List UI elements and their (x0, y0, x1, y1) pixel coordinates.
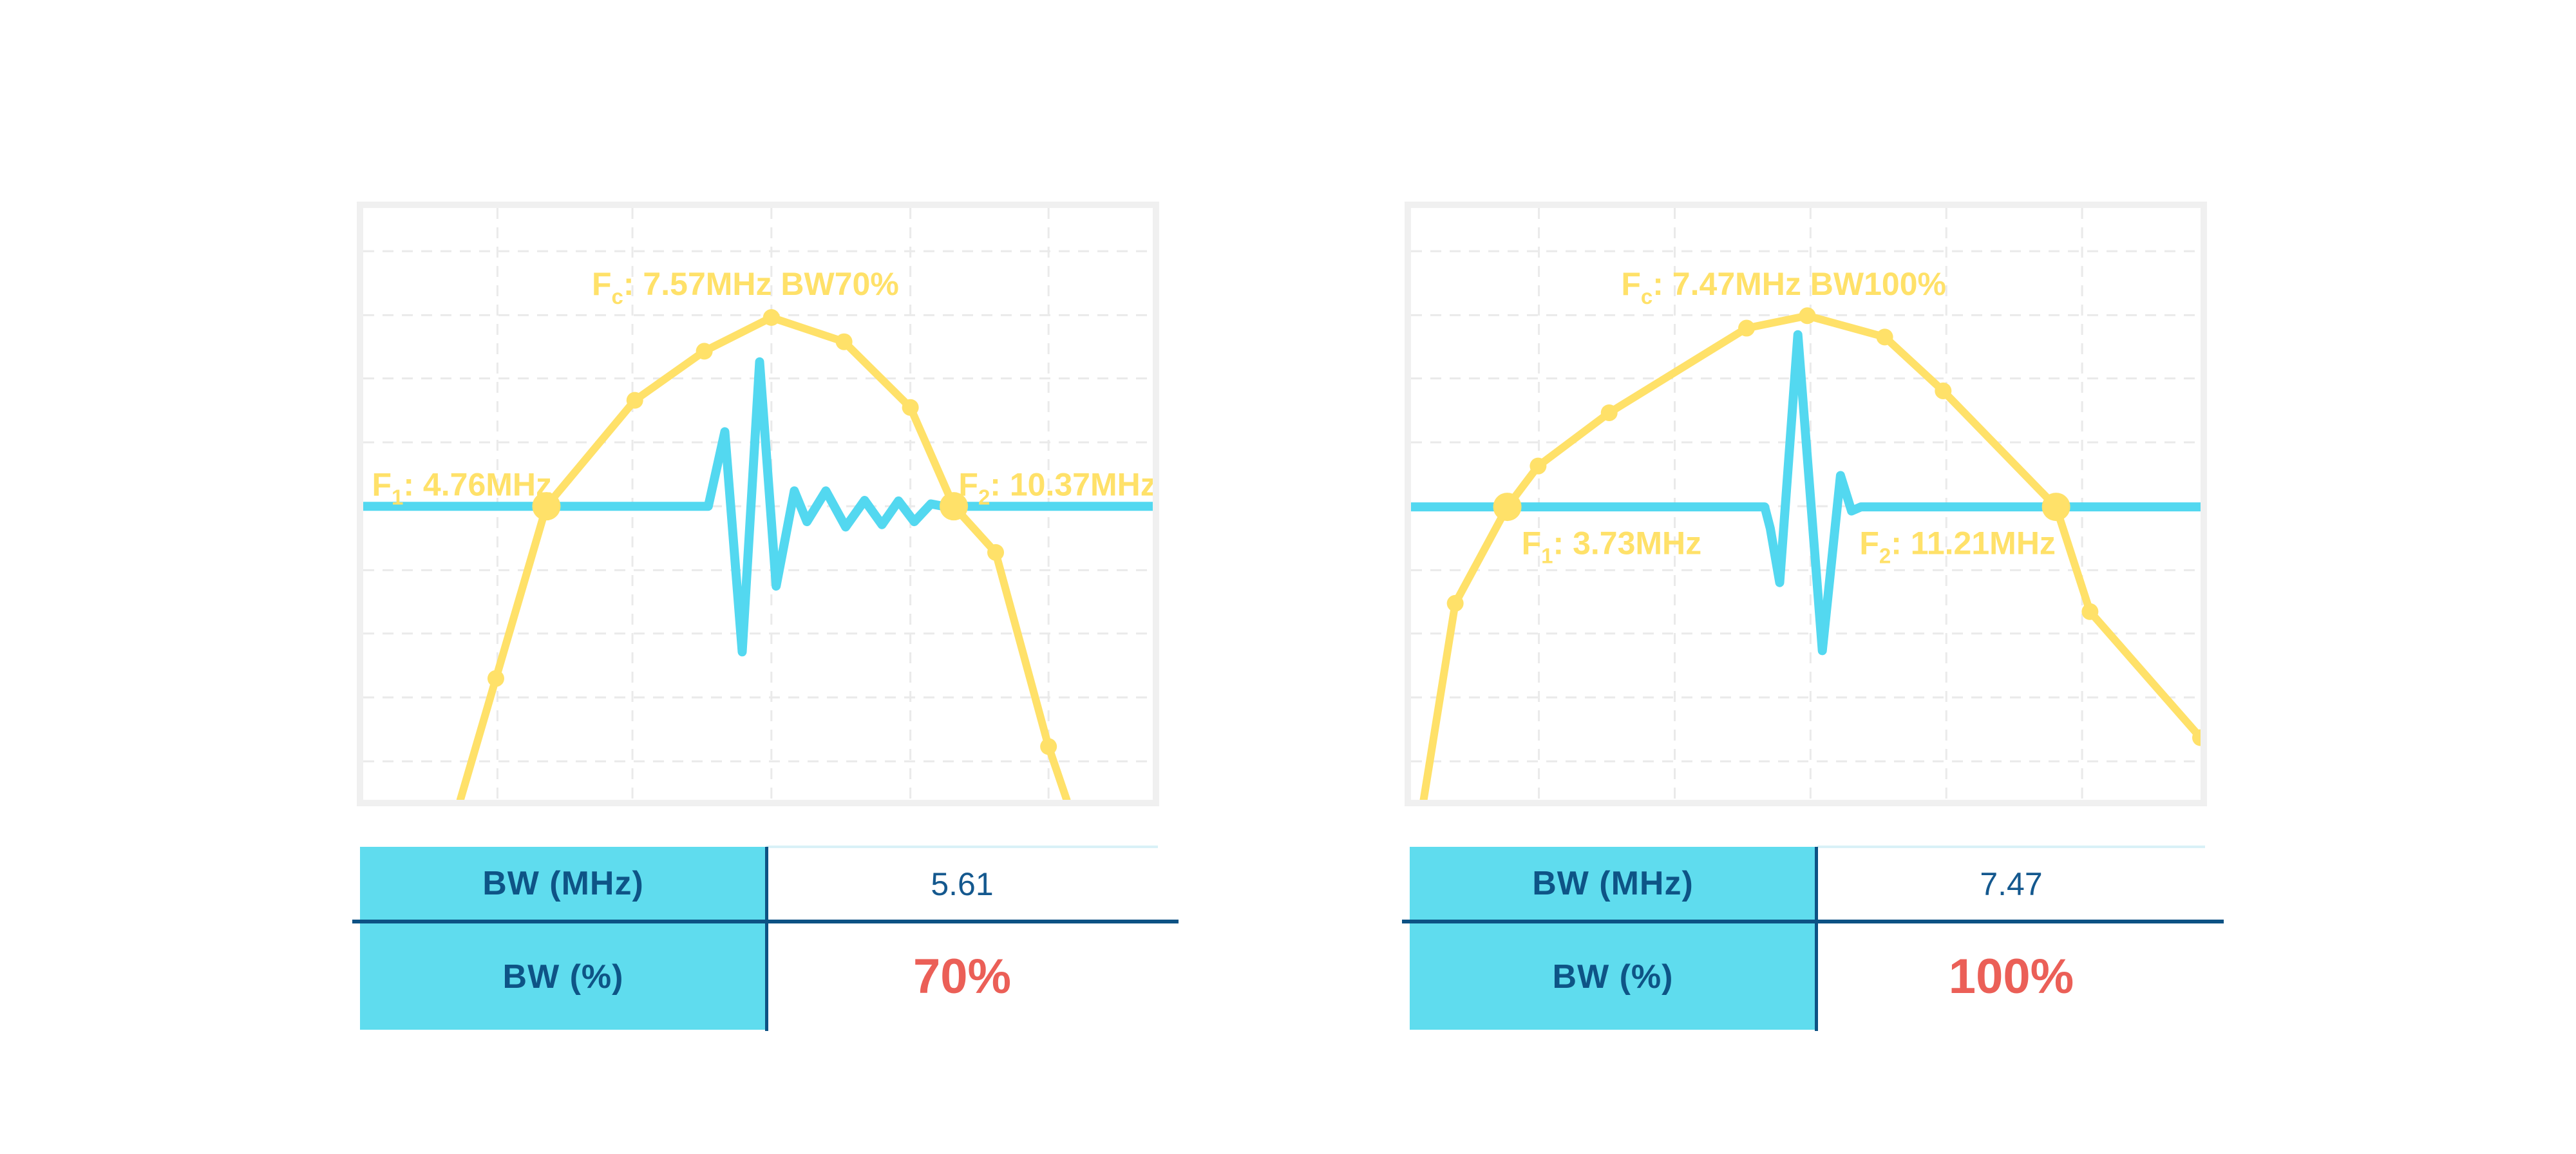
crossing-point-marker (2041, 493, 2070, 522)
table-column-divider (765, 847, 768, 1031)
bw-mhz-value: 7.47 (1817, 848, 2205, 920)
crossing-point-marker (1493, 493, 1522, 522)
pulse-spectrum-plot-bw70: Fc: 7.57MHz BW70% F1: 4.76MHz F2: 10.37MHz (363, 208, 1153, 800)
crossing-point-marker (940, 492, 969, 521)
data-point-marker (2081, 603, 2099, 620)
data-point-marker (762, 309, 780, 326)
pulse-spectrum-plot-bw100: Fc: 7.47MHz BW100% F1: 3.73MHz F2: 11.21MH… (1411, 208, 2201, 800)
data-point-marker (1600, 404, 1618, 421)
bw-percent-label: BW (%) (1410, 923, 1816, 1030)
fc-label: Fc: 7.47MHz BW100% (1621, 266, 1946, 308)
data-point-marker (2192, 729, 2201, 746)
spectrum-curve (1419, 312, 2201, 800)
bw-percent-value: 70% (766, 923, 1158, 1030)
bw-percent-value: 100% (1817, 923, 2205, 1030)
pulse-waveform (1411, 330, 2201, 656)
table-top-divider (1817, 846, 2205, 848)
f1-label: F1: 4.76MHz (372, 467, 552, 509)
data-point-marker (902, 399, 919, 416)
f1-label: F1: 3.73MHz (1522, 525, 1702, 568)
data-point-marker (1446, 594, 1464, 612)
data-point-marker (1040, 738, 1057, 755)
crossing-point-marker (532, 492, 561, 521)
data-point-marker (1935, 382, 1952, 399)
bw-mhz-value: 5.61 (766, 848, 1158, 920)
f2-label: F2: 10.37MHz (958, 467, 1153, 509)
data-point-marker (487, 670, 504, 687)
chart-panel-bw100: Fc: 7.47MHz BW100% F1: 3.73MHz F2: 11.21MH… (1405, 202, 2207, 806)
table-top-divider (766, 846, 1158, 848)
bw-percent-label: BW (%) (360, 923, 766, 1030)
table-row-divider (1402, 920, 2224, 923)
data-point-marker (1876, 328, 1893, 346)
data-point-marker (1799, 307, 1816, 325)
data-point-marker (626, 392, 643, 409)
data-point-marker (1530, 457, 1547, 475)
data-point-marker (835, 333, 853, 350)
fc-label: Fc: 7.57MHz BW70% (592, 266, 899, 308)
data-point-marker (987, 544, 1005, 561)
chart-panel-bw70: Fc: 7.57MHz BW70% F1: 4.76MHz F2: 10.37MHz (357, 202, 1159, 806)
f2-label: F2: 11.21MHz (1859, 525, 2056, 568)
table-column-divider (1815, 847, 1818, 1031)
spectrum-curve (456, 314, 1071, 800)
bw-mhz-label: BW (MHz) (360, 847, 766, 920)
data-point-marker (1738, 319, 1756, 337)
data-point-marker (696, 343, 713, 360)
pulse-waveform (363, 357, 1153, 657)
bw-mhz-label: BW (MHz) (1410, 847, 1816, 920)
